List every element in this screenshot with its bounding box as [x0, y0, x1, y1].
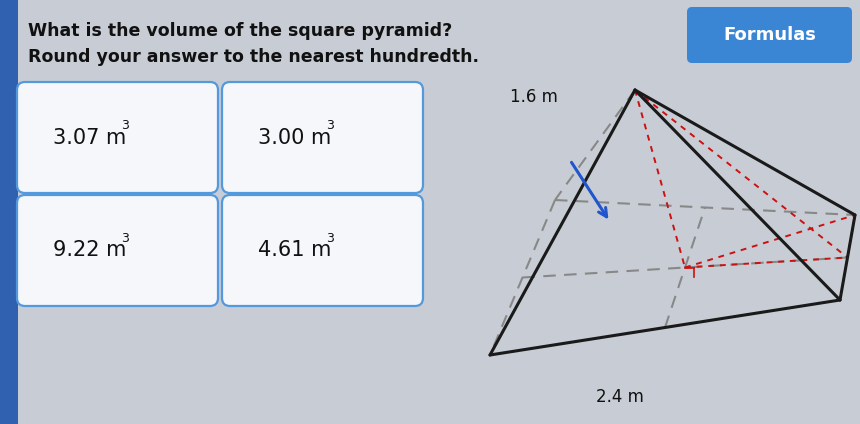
FancyBboxPatch shape — [222, 82, 423, 193]
Text: 3: 3 — [326, 232, 334, 245]
Text: 3.07 m: 3.07 m — [53, 128, 126, 148]
FancyBboxPatch shape — [17, 195, 218, 306]
Text: Formulas: Formulas — [723, 26, 816, 44]
Text: 1.6 m: 1.6 m — [510, 88, 558, 106]
FancyBboxPatch shape — [222, 195, 423, 306]
FancyBboxPatch shape — [0, 0, 18, 424]
Text: What is the volume of the square pyramid?: What is the volume of the square pyramid… — [28, 22, 452, 40]
FancyBboxPatch shape — [17, 82, 218, 193]
Text: 2.4 m: 2.4 m — [596, 388, 644, 406]
Text: 3: 3 — [121, 232, 129, 245]
Text: 3: 3 — [121, 119, 129, 132]
Text: 3.00 m: 3.00 m — [258, 128, 331, 148]
Text: 9.22 m: 9.22 m — [53, 240, 126, 260]
FancyBboxPatch shape — [687, 7, 852, 63]
Text: 3: 3 — [326, 119, 334, 132]
Text: Round your answer to the nearest hundredth.: Round your answer to the nearest hundred… — [28, 48, 479, 66]
Text: 4.61 m: 4.61 m — [258, 240, 331, 260]
